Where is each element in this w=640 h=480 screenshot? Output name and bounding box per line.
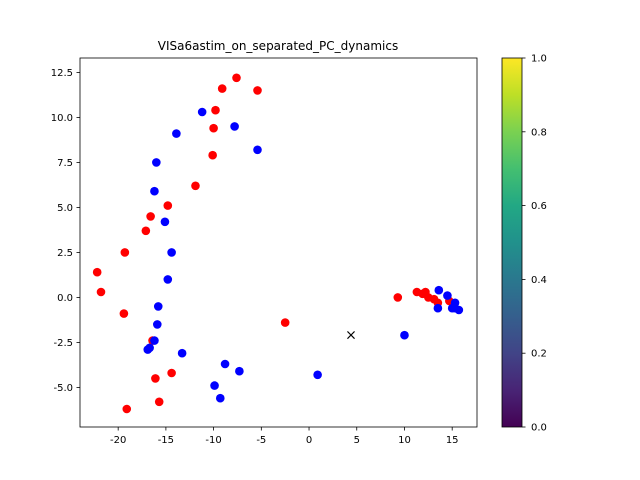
red-point: [232, 73, 241, 83]
blue-point: [167, 248, 176, 257]
blue-point: [230, 122, 239, 131]
red-point: [154, 397, 164, 407]
y-tick-label: 2.5: [57, 248, 73, 259]
red-point: [253, 86, 262, 95]
red-point: [167, 368, 176, 378]
blue-point: [433, 303, 443, 313]
y-tick-label: 12.5: [51, 68, 73, 79]
y-tick-label: 7.5: [57, 158, 73, 169]
x-axis: -20 -15 -10 -5 0 5 10 15: [110, 427, 459, 446]
colorbar-tick-label: 0.8: [531, 127, 547, 138]
colorbar-tick-label: 1.0: [531, 54, 547, 65]
x-tick-label: -5: [256, 435, 266, 446]
blue-point: [235, 366, 244, 376]
plot-frame: [79, 57, 478, 428]
x-tick-label: -10: [205, 435, 221, 446]
blue-point: [160, 217, 170, 227]
red-point: [96, 287, 106, 297]
blue-point: [153, 302, 163, 311]
red-point: [92, 267, 102, 277]
y-tick-label: 0.0: [57, 293, 73, 304]
blue-point: [177, 348, 187, 358]
blue-point: [150, 186, 159, 196]
scatter-points: ×: [92, 73, 464, 414]
chart-title: VISa6astim_on_separated_PC_dynamics: [158, 39, 398, 53]
blue-point: [400, 330, 409, 340]
blue-point: [197, 107, 207, 117]
blue-point: [443, 291, 452, 300]
y-axis: -5.0 -2.5 0.0 2.5 5.0 7.5 10.0 12.5: [51, 68, 80, 394]
blue-point: [152, 158, 161, 167]
colorbar-tick-label: 0.2: [531, 349, 547, 360]
red-point: [211, 105, 220, 115]
blue-point: [172, 129, 181, 138]
x-tick-label: 5: [354, 435, 360, 446]
blue-point: [153, 320, 162, 329]
blue-point: [220, 359, 230, 369]
colorbar-tick-label: 0.4: [531, 275, 547, 286]
colorbar: 0.0 0.2 0.4 0.6 0.8 1.0: [501, 54, 547, 434]
red-point: [191, 181, 200, 191]
blue-point: [163, 275, 173, 284]
y-tick-label: -2.5: [53, 338, 73, 349]
blue-point: [454, 305, 464, 315]
red-point: [122, 404, 132, 414]
blue-point: [313, 370, 322, 380]
blue-point: [143, 345, 153, 354]
red-point: [280, 318, 290, 327]
y-tick-label: -5.0: [53, 383, 73, 394]
colorbar-ticks: 0.0 0.2 0.4 0.6 0.8 1.0: [522, 54, 547, 434]
red-point: [209, 123, 218, 133]
red-point: [146, 212, 155, 221]
x-marker: ×: [345, 328, 357, 344]
x-tick-label: 0: [306, 435, 312, 446]
red-point: [119, 309, 129, 318]
x-tick-label: -20: [110, 435, 126, 446]
x-tick-label: -15: [158, 435, 174, 446]
x-tick-label: 15: [446, 435, 459, 446]
x-tick-label: 10: [398, 435, 411, 446]
y-tick-label: 5.0: [57, 203, 73, 214]
colorbar-tick-label: 0.6: [531, 201, 547, 212]
red-point: [141, 226, 151, 236]
red-point: [217, 84, 227, 93]
colorbar-gradient: [501, 57, 523, 428]
blue-point: [215, 393, 225, 403]
red-point: [208, 150, 217, 160]
blue-point: [210, 381, 219, 390]
blue-point: [150, 336, 159, 345]
red-point: [393, 293, 403, 302]
red-point: [120, 248, 130, 257]
red-point: [163, 201, 173, 210]
plot-area: [79, 57, 478, 428]
red-point: [151, 374, 160, 383]
blue-point: [434, 285, 444, 295]
colorbar-tick-label: 0.0: [531, 423, 547, 434]
blue-point: [253, 145, 262, 155]
y-tick-label: 10.0: [51, 113, 73, 124]
